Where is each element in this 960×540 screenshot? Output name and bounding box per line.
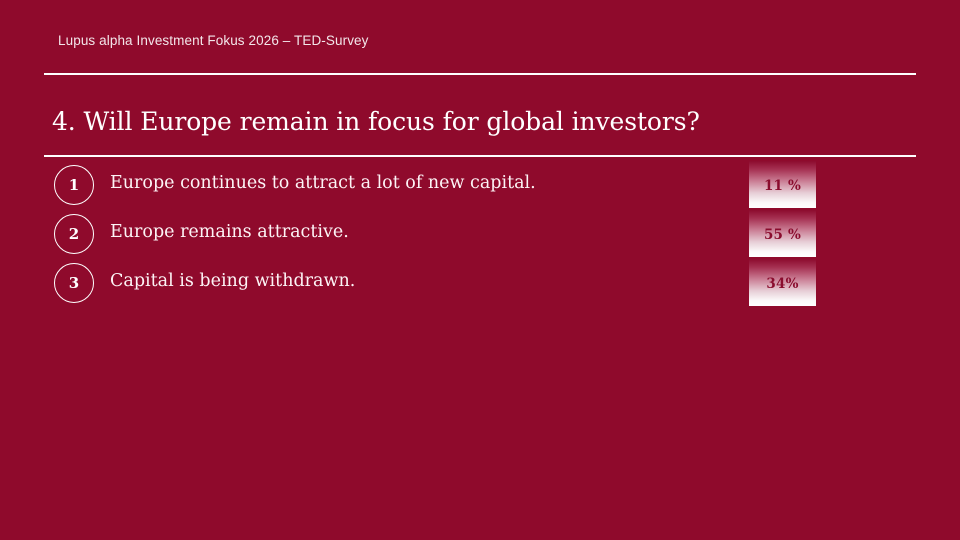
slide-header-text: Lupus alpha Investment Fokus 2026 – TED-… — [58, 33, 369, 48]
page-title: 4. Will Europe remain in focus for globa… — [52, 106, 700, 136]
answer-number-label: 3 — [68, 274, 80, 292]
divider-bottom — [44, 155, 916, 157]
answer-number-label: 2 — [68, 225, 80, 243]
answer-number-badge: 2 — [54, 214, 94, 254]
answer-percent-bar: 11 % — [749, 161, 816, 208]
list-item[interactable]: 1 Europe continues to attract a lot of n… — [0, 161, 960, 210]
list-item[interactable]: 3 Capital is being withdrawn. 34% — [0, 259, 960, 308]
answer-percent-bar: 55 % — [749, 210, 816, 257]
answer-number-badge: 3 — [54, 263, 94, 303]
answer-text: Capital is being withdrawn. — [110, 271, 356, 291]
answer-text: Europe continues to attract a lot of new… — [110, 173, 536, 193]
answer-list: 1 Europe continues to attract a lot of n… — [0, 161, 960, 308]
answer-percent-label: 11 % — [763, 178, 802, 194]
answer-text: Europe remains attractive. — [110, 222, 349, 242]
answer-number-label: 1 — [68, 176, 80, 194]
answer-percent-bar: 34% — [749, 259, 816, 306]
answer-percent-label: 55 % — [763, 227, 802, 243]
divider-top — [44, 73, 916, 75]
answer-percent-label: 34% — [766, 276, 799, 292]
answer-number-badge: 1 — [54, 165, 94, 205]
list-item[interactable]: 2 Europe remains attractive. 55 % — [0, 210, 960, 259]
